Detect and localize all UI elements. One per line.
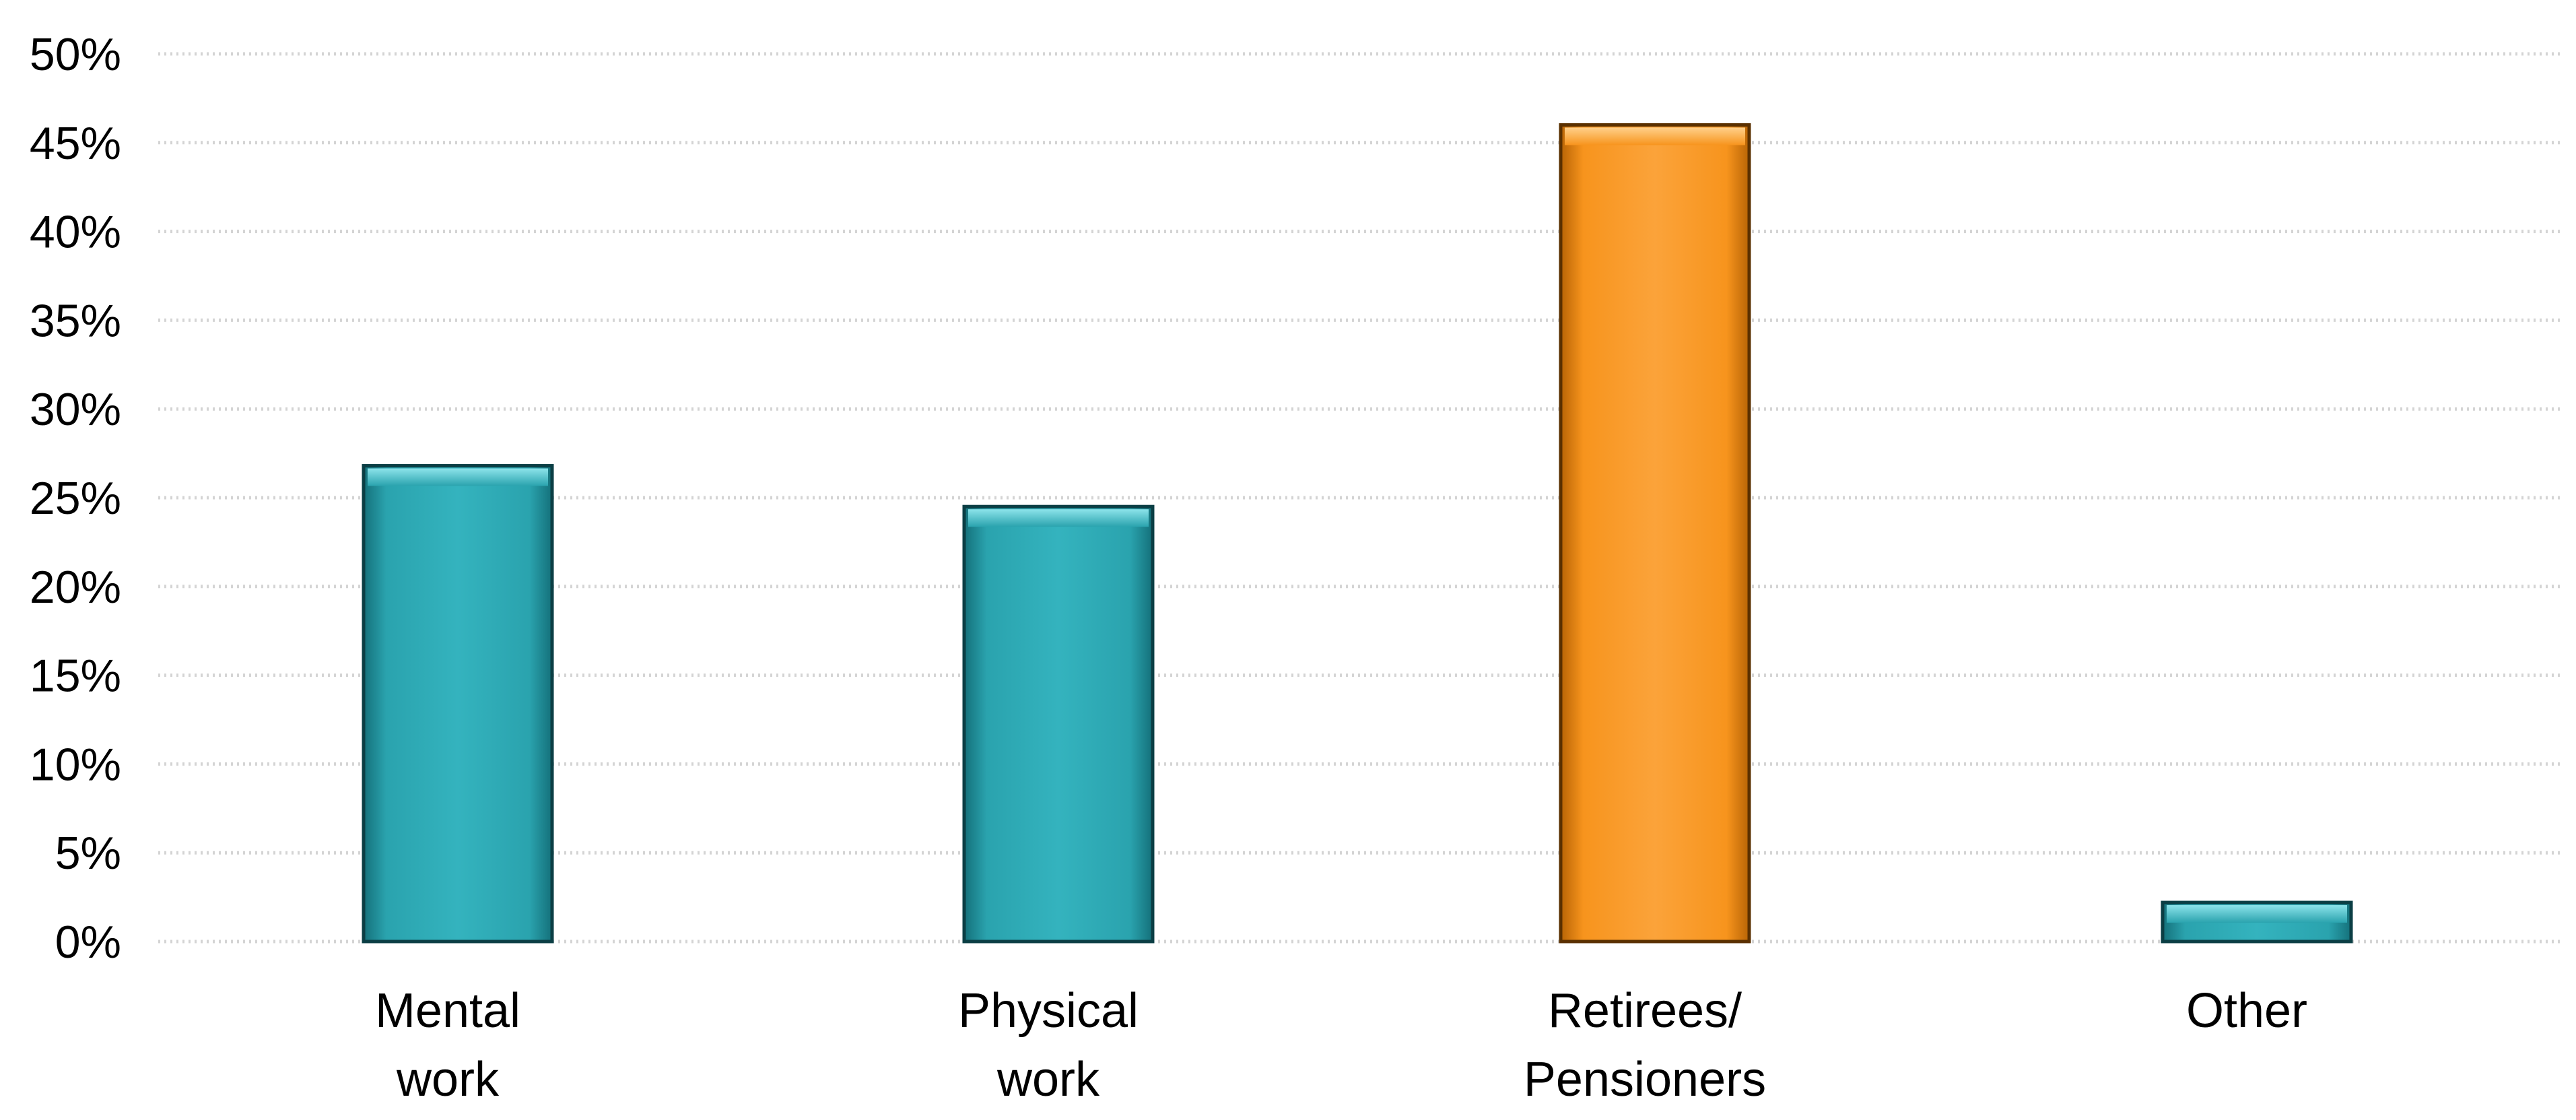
y-tick-label: 30% [30,384,121,435]
bar-highlight [968,509,1149,527]
y-tick-label: 20% [30,562,121,613]
bar-0 [362,464,554,944]
x-category-label: Retirees/Pensioners [1524,984,1766,1107]
bar-3 [2161,900,2353,944]
x-category-label: Mental work [375,984,520,1107]
x-category-label-line: Retirees/ [1548,984,1742,1038]
bar-highlight [2167,905,2347,923]
x-category-label-line: Other [2186,984,2307,1038]
x-category-label-line: Mental [375,984,520,1038]
bar-1 [962,504,1155,944]
x-category-label-line: Pensioners [1524,1053,1766,1107]
bar-body [362,464,554,944]
x-category-label-line: Physical [958,984,1139,1038]
gridlines [158,52,2563,944]
y-tick-label: 15% [30,651,121,702]
x-category-label-line: work [396,1053,500,1107]
y-tick-label: 5% [55,828,121,879]
bars [362,123,2353,944]
y-tick-label: 40% [30,207,121,258]
bar-2 [1559,123,1751,944]
x-category-label: Physical work [958,984,1139,1107]
y-tick-label: 35% [30,295,121,346]
x-axis-category-labels: Mental work Physical work Retirees/Pensioner… [375,984,2307,1107]
x-category-label: Other [2186,984,2307,1038]
x-category-label-line: work [996,1053,1100,1107]
bar-highlight [368,468,548,486]
y-tick-label: 0% [55,917,121,968]
bar-body [962,504,1155,944]
y-tick-label: 45% [30,118,121,169]
y-tick-label: 10% [30,739,121,790]
y-tick-label: 25% [30,473,121,524]
bar-body [1559,123,1751,944]
bar-highlight [1565,127,1745,145]
y-axis-tick-labels: 0% 5% 10% 15% 20% 25% 30% 35% 40% 45% 50% [30,29,121,968]
y-tick-label: 50% [30,29,121,80]
